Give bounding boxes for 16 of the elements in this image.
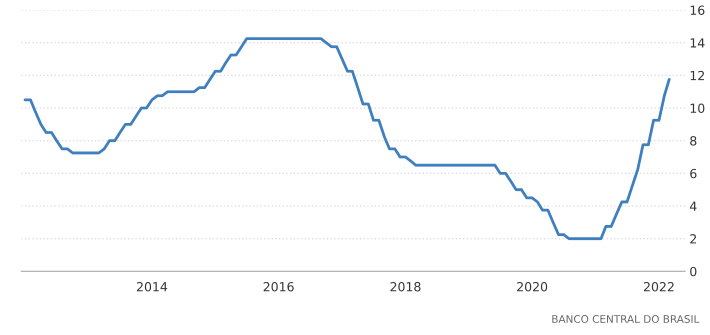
y-tick-label: 16 bbox=[690, 6, 704, 15]
y-tick-label: 10 bbox=[690, 104, 704, 113]
y-tick-label: 0 bbox=[690, 266, 696, 276]
x-tick-label: 2018 bbox=[390, 282, 420, 292]
line-series bbox=[24, 37, 671, 240]
text: BANCO CENTRAL DO BRASIL bbox=[552, 315, 700, 323]
y-tick-label: 12 bbox=[690, 70, 704, 80]
y-tick-label: 8 bbox=[690, 136, 696, 146]
y-tick-label: 14 bbox=[690, 38, 705, 48]
x-tick-label: 2020 bbox=[517, 282, 548, 292]
x-tick-label: 2016 bbox=[264, 282, 294, 292]
y-tick-label: 6 bbox=[690, 168, 696, 178]
y-tick-label: 2 bbox=[690, 234, 696, 244]
x-tick-label: 2022 bbox=[644, 282, 674, 292]
x-tick-label: 2014 bbox=[136, 282, 168, 292]
y-tick-label: 4 bbox=[690, 202, 697, 211]
